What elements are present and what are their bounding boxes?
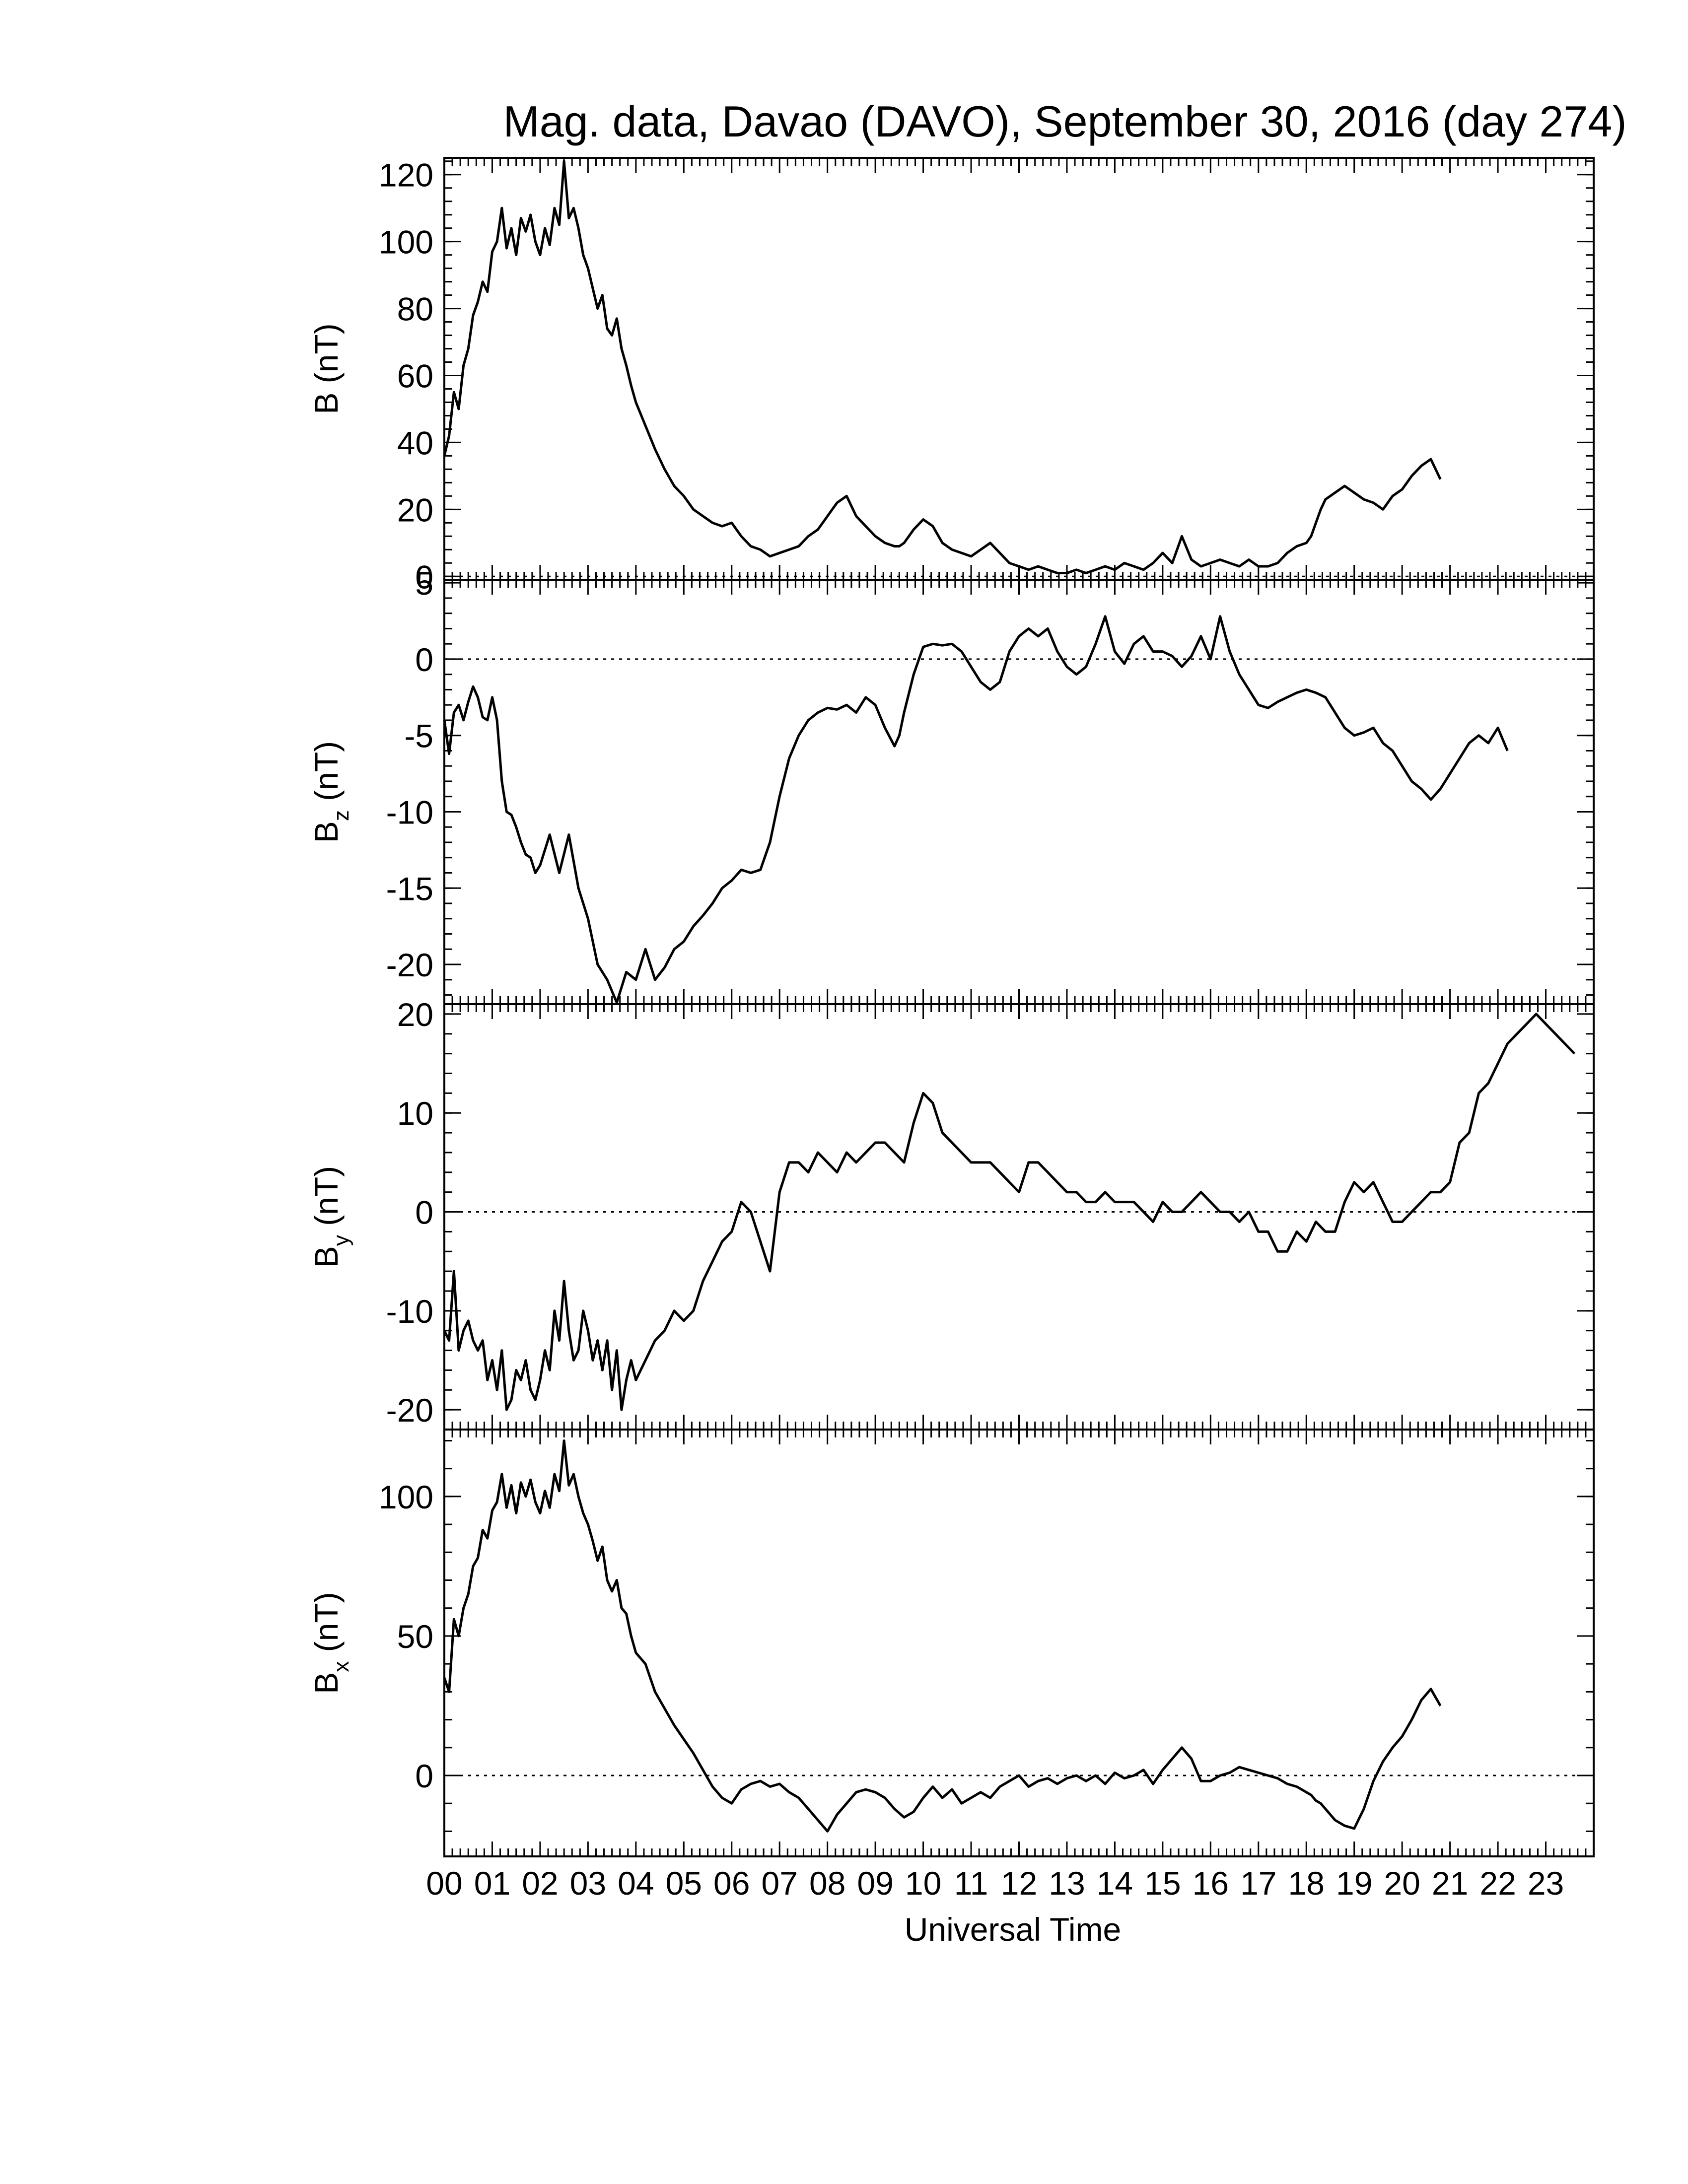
y-tick-label: 0 (415, 558, 433, 595)
series-line-By (443, 1013, 1576, 1411)
x-tick-label: 23 (1528, 1865, 1564, 1902)
x-tick-label: 13 (1049, 1865, 1085, 1902)
x-tick-label: 19 (1336, 1865, 1372, 1902)
panel-Bx: 100 50 0 Bx (nT) (308, 1429, 1595, 1857)
y-tick-label: -20 (386, 1392, 433, 1429)
x-tick-label: 06 (713, 1865, 750, 1902)
y-tick-label: 100 (379, 1479, 433, 1515)
panel-By: 20 10 0 -10 -20 By (nT) (308, 996, 1595, 1431)
y-tick-label: 0 (415, 1758, 433, 1794)
x-tick-label: 21 (1432, 1865, 1468, 1902)
x-tick-label: 01 (474, 1865, 510, 1902)
y-tick-label: 100 (379, 224, 433, 261)
panel-B: 0 20 40 60 80 100 120 B (nT) (308, 157, 1595, 595)
x-tick-label: 02 (522, 1865, 558, 1902)
x-axis-tick-labels: 00 01 02 03 04 05 06 07 08 09 10 11 12 13 14 15 16 17 18 19… (426, 1865, 1564, 1902)
y-tick-label: 20 (397, 491, 433, 528)
series-line-Bz (443, 615, 1509, 1004)
y-axis-label-By: By (nT) (308, 1166, 353, 1268)
x-tick-label: 09 (857, 1865, 893, 1902)
x-tick-label: 14 (1097, 1865, 1133, 1902)
y-tick-label: 60 (397, 357, 433, 394)
x-tick-label: 00 (426, 1865, 462, 1902)
y-tick-label: 40 (397, 424, 433, 461)
y-tick-label: 20 (397, 996, 433, 1033)
x-tick-label: 22 (1479, 1865, 1516, 1902)
y-tick-label: -15 (386, 870, 433, 907)
y-tick-label: 0 (415, 1194, 433, 1231)
x-tick-label: 12 (1001, 1865, 1037, 1902)
series-line-B (443, 160, 1442, 574)
y-axis-label-Bz: Bz (nT) (308, 741, 353, 843)
y-tick-label: -20 (386, 947, 433, 983)
series-line-Bx (443, 1439, 1442, 1833)
x-tick-label: 10 (905, 1865, 941, 1902)
x-tick-label: 03 (570, 1865, 606, 1902)
x-tick-label: 18 (1288, 1865, 1325, 1902)
y-tick-label: 0 (415, 641, 433, 678)
y-tick-label: 80 (397, 291, 433, 328)
x-tick-label: 08 (809, 1865, 845, 1902)
y-axis-label-B: B (nT) (308, 323, 345, 414)
y-tick-label: 50 (397, 1618, 433, 1655)
x-axis-label: Universal Time (905, 1911, 1121, 1948)
y-axis-label-Bx: Bx (nT) (308, 1592, 353, 1694)
x-tick-label: 17 (1240, 1865, 1276, 1902)
x-tick-label: 05 (666, 1865, 702, 1902)
x-tick-label: 15 (1144, 1865, 1181, 1902)
y-tick-label: -10 (386, 1293, 433, 1330)
x-tick-label: 07 (761, 1865, 797, 1902)
x-tick-label: 11 (954, 1865, 988, 1902)
x-tick-label: 20 (1384, 1865, 1420, 1902)
y-tick-label: 5 (415, 565, 433, 602)
y-tick-label: 120 (379, 157, 433, 194)
y-tick-label: -10 (386, 794, 433, 830)
chart-title: Mag. data, Davao (DAVO), September 30, 2… (503, 97, 1626, 146)
y-tick-label: 10 (397, 1095, 433, 1132)
y-tick-label: -5 (404, 718, 433, 754)
x-tick-label: 04 (618, 1865, 654, 1902)
x-tick-label: 16 (1193, 1865, 1229, 1902)
